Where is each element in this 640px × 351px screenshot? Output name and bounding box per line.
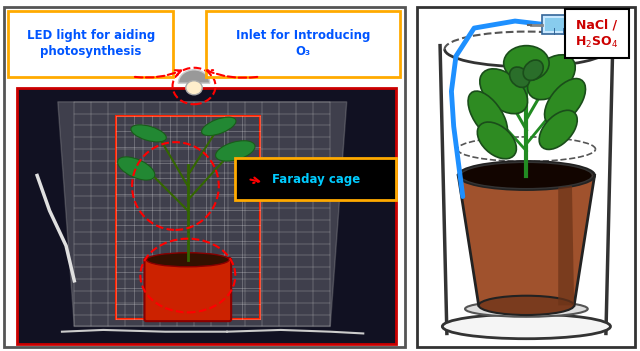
Wedge shape	[179, 70, 210, 83]
Ellipse shape	[504, 46, 549, 81]
Ellipse shape	[216, 141, 255, 161]
Text: H$_2$SO$_4$: H$_2$SO$_4$	[575, 35, 618, 51]
Bar	[579, 12, 590, 37]
Text: Faraday cage: Faraday cage	[271, 172, 360, 186]
Bar	[545, 18, 572, 31]
Ellipse shape	[442, 314, 611, 339]
FancyBboxPatch shape	[8, 11, 173, 77]
Ellipse shape	[509, 67, 529, 87]
Ellipse shape	[479, 296, 574, 315]
Text: NaCl /: NaCl /	[576, 18, 618, 31]
Circle shape	[186, 81, 202, 95]
Bar	[542, 15, 588, 34]
Ellipse shape	[527, 55, 575, 100]
Ellipse shape	[539, 110, 577, 150]
Bar	[116, 116, 260, 319]
Ellipse shape	[458, 161, 595, 190]
FancyBboxPatch shape	[206, 11, 401, 77]
Ellipse shape	[118, 157, 155, 180]
Ellipse shape	[202, 117, 236, 135]
Bar	[17, 88, 396, 344]
Ellipse shape	[524, 60, 543, 80]
FancyBboxPatch shape	[565, 9, 628, 58]
Ellipse shape	[545, 79, 586, 125]
Ellipse shape	[465, 301, 588, 317]
FancyBboxPatch shape	[145, 258, 231, 321]
Ellipse shape	[477, 122, 516, 159]
Text: LED light for aiding
photosynthesis: LED light for aiding photosynthesis	[27, 29, 155, 58]
Ellipse shape	[461, 162, 592, 189]
Polygon shape	[58, 102, 347, 326]
Polygon shape	[558, 179, 574, 305]
Ellipse shape	[147, 253, 229, 267]
Text: Inlet for Introducing
O₃: Inlet for Introducing O₃	[236, 29, 371, 58]
Ellipse shape	[480, 69, 527, 114]
Ellipse shape	[131, 125, 166, 142]
Polygon shape	[458, 176, 595, 305]
FancyBboxPatch shape	[236, 158, 396, 200]
Ellipse shape	[468, 91, 508, 140]
